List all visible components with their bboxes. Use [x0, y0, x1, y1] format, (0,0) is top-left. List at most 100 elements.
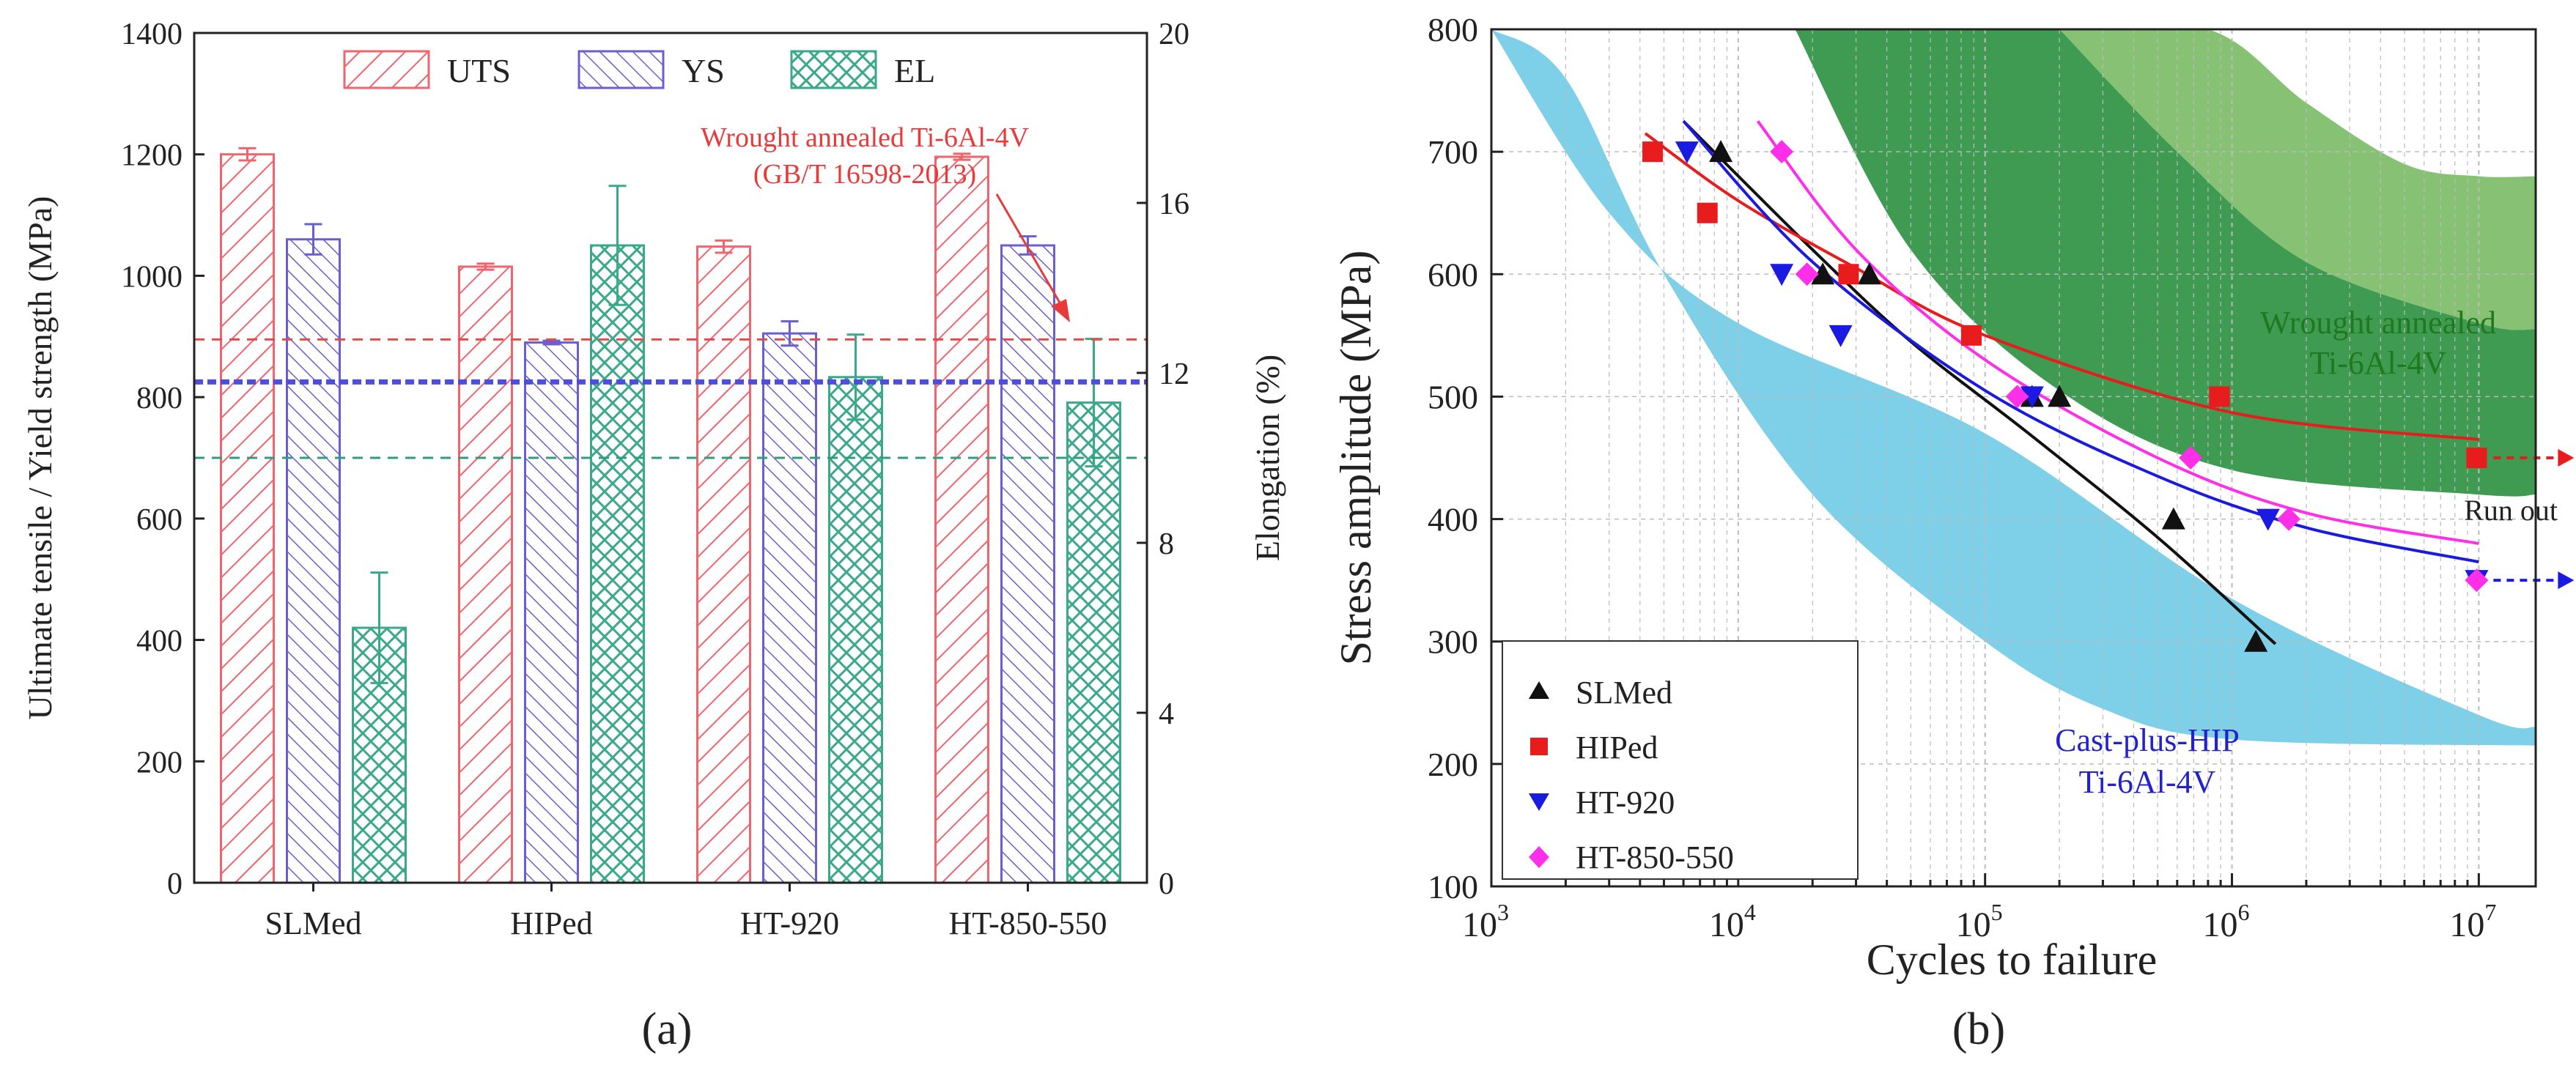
annotation-arrow-head — [1051, 299, 1070, 322]
y-tick-label-b: 300 — [1428, 623, 1478, 661]
panel-label-a: (a) — [642, 1004, 693, 1054]
runout-label: Run out — [2464, 494, 2558, 527]
bar-uts-ht-850-550 — [934, 155, 989, 884]
bar-el-hiped — [590, 244, 645, 884]
point-slmed — [2244, 629, 2268, 652]
legend-b: SLMed HIPed HT-920 HT-850-550 — [1502, 640, 1859, 880]
y-tick-label-a: 1000 — [121, 260, 182, 294]
bar-ys-hiped — [524, 341, 579, 884]
annotation-cast-line1: Cast-plus-HIP — [2055, 722, 2240, 758]
bar-el-ht-850-550 — [1066, 401, 1121, 884]
point-ht-850-550 — [2179, 446, 2203, 470]
y-tick-label-b: 100 — [1428, 868, 1478, 905]
bar-ys-slmed — [286, 238, 341, 884]
y2-tick-label-a: 20 — [1159, 18, 1189, 51]
y2-tick-label-a: 12 — [1159, 357, 1189, 391]
annotation-wrought-b-line1: Wrought annealed — [2260, 305, 2496, 341]
y-tick-label-a: 800 — [136, 382, 182, 415]
legend-marker-hiped — [1530, 738, 1548, 755]
x-tick-label-a: HT-920 — [740, 905, 839, 941]
x-tick-label-b: 103 — [1462, 899, 1509, 944]
y-tick-label-b: 400 — [1428, 501, 1478, 538]
y2-tick-label-a: 4 — [1159, 697, 1174, 731]
x-axis-title-b: Cycles to failure — [1867, 935, 2158, 984]
point-ht-920 — [1828, 325, 1853, 347]
panel-label-b: (b) — [1952, 1004, 2005, 1054]
y2-tick-label-a: 8 — [1159, 527, 1174, 561]
y2-axis-title-a: Elongation (%) — [1249, 355, 1286, 561]
legend-label-el: EL — [894, 52, 935, 89]
x-tick-label-b: 107 — [2449, 899, 2496, 944]
point-ht-850-550 — [2465, 568, 2489, 593]
y2-tick-label-a: 16 — [1159, 188, 1189, 221]
point-ht-850-550 — [2005, 385, 2029, 409]
point-hiped — [1697, 202, 1718, 223]
legend-label-ht850: HT-850-550 — [1576, 840, 1734, 875]
legend-marker-ht920 — [1529, 793, 1549, 811]
legend-swatch-el — [790, 50, 877, 89]
y-tick-label-b: 500 — [1428, 378, 1478, 415]
y-axis-title-b: Stress amplitude (MPa) — [1332, 251, 1380, 666]
point-slmed — [1811, 262, 1835, 285]
bar-uts-slmed — [220, 153, 275, 884]
y-tick-label-a: 600 — [136, 503, 182, 537]
fit-curve-slmed — [1682, 119, 2277, 645]
y-tick-label-a: 0 — [167, 867, 182, 901]
y-tick-label-a: 200 — [136, 746, 182, 779]
point-hiped — [1642, 141, 1664, 163]
point-ht-850-550 — [2277, 507, 2301, 531]
fit-curve-ht-850-550 — [1756, 120, 2479, 545]
legend-label-ht920: HT-920 — [1576, 785, 1675, 820]
annotation-wrought-line2: (GB/T 16598-2013) — [753, 159, 976, 190]
y-tick-label-b: 800 — [1428, 11, 1478, 48]
y-tick-label-a: 1400 — [121, 18, 182, 51]
annotation-arrow — [995, 193, 1064, 308]
legend-swatch-uts — [343, 50, 430, 89]
legend-label-ys: YS — [682, 52, 725, 89]
point-hiped — [1838, 264, 1859, 285]
legend-marker-slmed — [1529, 681, 1549, 699]
point-slmed — [2048, 385, 2072, 407]
y-tick-label-a: 1200 — [121, 139, 182, 173]
x-tick-label-a: SLMed — [265, 905, 362, 941]
x-tick-label-b: 106 — [2203, 899, 2250, 944]
bar-el-ht-920 — [828, 376, 883, 884]
legend-label-uts: UTS — [447, 52, 511, 89]
point-ht-850-550 — [1770, 140, 1794, 164]
y-axis-title-a: Ultimate tensile / Yield strength (MPa) — [21, 196, 59, 720]
point-slmed — [2161, 507, 2185, 530]
legend-box-b — [1502, 640, 1859, 880]
point-slmed — [1709, 140, 1733, 163]
runout-arrow-head — [2558, 449, 2575, 467]
bar-ys-ht-920 — [762, 332, 817, 884]
point-ht-920 — [1770, 264, 1794, 286]
runout-arrow-head — [2558, 571, 2575, 590]
legend-a: UTS YS EL — [343, 50, 935, 89]
annotation-wrought-b-line2: Ti-6Al-4V — [2310, 345, 2447, 381]
point-ht-920 — [2020, 386, 2044, 409]
point-ht-920 — [2256, 508, 2280, 531]
y-tick-label-b: 200 — [1428, 746, 1478, 783]
legend-label-slmed: SLMed — [1576, 675, 1672, 711]
band-2 — [2059, 29, 2536, 330]
point-ht-920 — [1675, 141, 1699, 164]
x-tick-label-b: 104 — [1709, 899, 1756, 944]
band-1 — [1795, 29, 2536, 497]
legend-swatch-ys — [577, 50, 665, 89]
y-tick-label-b: 700 — [1428, 133, 1478, 171]
point-hiped — [2466, 448, 2487, 468]
legend-marker-ht850 — [1529, 846, 1549, 868]
bar-uts-ht-920 — [696, 245, 751, 884]
point-hiped — [1960, 325, 1982, 346]
band-0 — [1491, 29, 2536, 746]
y2-tick-label-a: 0 — [1159, 867, 1174, 901]
annotation-cast-line2: Ti-6Al-4V — [2079, 764, 2216, 800]
bar-ys-ht-850-550 — [1000, 244, 1055, 884]
point-ht-850-550 — [1795, 262, 1819, 286]
legend-label-hiped: HIPed — [1576, 730, 1658, 766]
x-tick-label-a: HIPed — [510, 905, 592, 941]
annotation-wrought-line1: Wrought annealed Ti-6Al-4V — [701, 122, 1030, 153]
y-tick-label-b: 600 — [1428, 256, 1478, 293]
